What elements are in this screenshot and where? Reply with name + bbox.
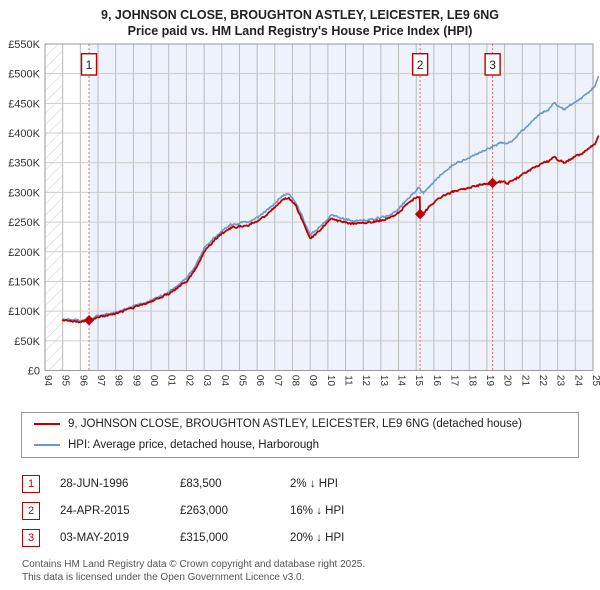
svg-text:95: 95 (60, 375, 71, 387)
svg-text:24: 24 (572, 375, 583, 387)
svg-text:00: 00 (148, 375, 159, 387)
svg-text:1: 1 (86, 58, 93, 72)
svg-text:£150K: £150K (8, 276, 40, 288)
svg-text:£250K: £250K (8, 217, 40, 229)
svg-text:15: 15 (413, 375, 424, 387)
svg-text:£50K: £50K (14, 336, 40, 348)
svg-text:99: 99 (130, 375, 141, 387)
svg-text:09: 09 (307, 375, 318, 387)
svg-text:07: 07 (272, 375, 283, 387)
svg-text:02: 02 (183, 375, 194, 387)
svg-text:08: 08 (289, 375, 300, 387)
svg-text:25: 25 (590, 375, 600, 387)
svg-text:20: 20 (502, 375, 513, 387)
svg-text:£450K: £450K (8, 98, 40, 110)
svg-text:06: 06 (254, 375, 265, 387)
svg-text:12: 12 (360, 375, 371, 387)
svg-text:22: 22 (537, 375, 548, 387)
svg-text:18: 18 (466, 375, 477, 387)
svg-text:17: 17 (449, 375, 460, 387)
svg-text:2: 2 (417, 58, 424, 72)
svg-text:£100K: £100K (8, 306, 40, 318)
svg-text:£500K: £500K (8, 69, 40, 81)
svg-text:19: 19 (484, 375, 495, 387)
svg-text:3: 3 (489, 58, 496, 72)
svg-text:05: 05 (236, 375, 247, 387)
svg-text:£300K: £300K (8, 187, 40, 199)
svg-text:£400K: £400K (8, 128, 40, 140)
svg-text:21: 21 (519, 375, 530, 387)
svg-text:10: 10 (325, 375, 336, 387)
svg-text:16: 16 (431, 375, 442, 387)
svg-text:01: 01 (166, 375, 177, 387)
svg-text:23: 23 (555, 375, 566, 387)
svg-text:£0: £0 (28, 366, 40, 378)
svg-text:03: 03 (201, 375, 212, 387)
svg-text:11: 11 (343, 375, 354, 386)
svg-text:£350K: £350K (8, 158, 40, 170)
svg-text:£550K: £550K (8, 39, 40, 51)
svg-text:13: 13 (378, 375, 389, 387)
svg-text:97: 97 (95, 375, 106, 387)
svg-text:14: 14 (396, 375, 407, 387)
svg-text:£200K: £200K (8, 247, 40, 259)
svg-text:98: 98 (113, 375, 124, 387)
svg-text:04: 04 (219, 375, 230, 387)
svg-text:96: 96 (77, 375, 88, 387)
svg-text:94: 94 (42, 375, 53, 387)
